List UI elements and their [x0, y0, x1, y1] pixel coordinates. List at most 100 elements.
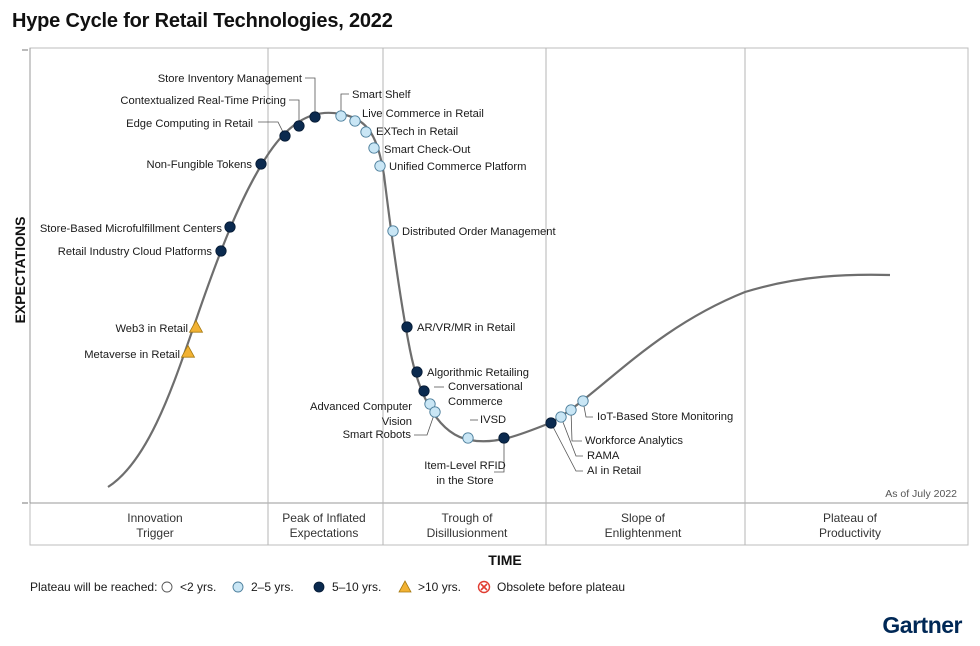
leader-line	[340, 93, 349, 116]
technology-label: Vision	[382, 416, 412, 428]
light-circle-marker	[424, 398, 436, 410]
technology-point: Web3 in Retail	[115, 319, 204, 335]
technology-point: Algorithmic Retailing	[411, 366, 529, 379]
technology-point: Edge Computing in Retail	[126, 118, 291, 142]
dark-circle-marker	[401, 321, 413, 333]
technology-point: Smart Check-Out	[368, 142, 471, 156]
dark-circle-marker	[545, 417, 557, 429]
technology-point: AI in Retail	[545, 417, 641, 477]
light-circle-marker	[360, 126, 372, 138]
legend-light-circle-icon	[232, 581, 244, 593]
legend-label: <2 yrs.	[180, 580, 216, 594]
hype-cycle-curve	[107, 111, 891, 488]
dark-circle-marker	[293, 120, 305, 132]
technology-point: Item-Level RFID in the Store	[424, 432, 510, 487]
phase-label: Plateau of	[823, 511, 878, 525]
technology-point: Advanced Computer Vision	[310, 398, 436, 428]
dark-circle-marker	[498, 432, 510, 444]
technology-point: EXTech in Retail	[360, 126, 458, 138]
light-circle-marker	[349, 115, 361, 127]
technology-label: Algorithmic Retailing	[427, 367, 529, 379]
technology-label: AI in Retail	[587, 465, 641, 477]
dark-circle-marker	[309, 111, 321, 123]
technology-point: IoT-Based Store Monitoring	[577, 395, 733, 423]
technology-label: Commerce	[448, 396, 503, 408]
phase-label: Innovation	[127, 511, 182, 525]
leader-line	[305, 77, 316, 117]
leader-line	[550, 422, 583, 472]
legend-empty-circle-icon	[161, 581, 173, 593]
technology-label: Unified Commerce Platform	[389, 161, 526, 173]
dark-circle-marker	[279, 130, 291, 142]
legend-label: Obsolete before plateau	[497, 580, 625, 594]
leader-line	[494, 438, 505, 473]
technology-point: Retail Industry Cloud Platforms	[58, 245, 227, 258]
technology-point: Unified Commerce Platform	[374, 160, 526, 173]
dark-circle-marker	[255, 158, 267, 170]
as-of-note: As of July 2022	[885, 488, 957, 500]
technology-label: EXTech in Retail	[376, 126, 458, 138]
legend-title: Plateau will be reached:	[30, 580, 157, 594]
light-circle-marker	[565, 404, 577, 416]
technology-point: Non-Fungible Tokens	[146, 158, 267, 171]
technology-point: IVSD	[462, 414, 506, 444]
technology-label: Live Commerce in Retail	[362, 108, 484, 120]
phase-label: Peak of Inflated	[282, 511, 365, 525]
technology-label: IoT-Based Store Monitoring	[597, 411, 733, 423]
technology-point: Smart Shelf	[335, 89, 411, 122]
light-circle-marker	[429, 406, 441, 418]
technology-label: Workforce Analytics	[585, 435, 683, 447]
technology-label: Store Inventory Management	[158, 73, 303, 85]
leader-line	[414, 411, 436, 436]
technology-point: Contextualized Real-Time Pricing	[120, 95, 305, 132]
phase-label: Disillusionment	[427, 526, 508, 540]
phase-label: Enlightenment	[605, 526, 682, 540]
light-circle-marker	[555, 411, 567, 423]
legend-triangle-icon	[398, 580, 412, 593]
phase-label: Productivity	[819, 526, 881, 540]
technology-label: Smart Robots	[343, 429, 412, 441]
chart-title: Hype Cycle for Retail Technologies, 2022	[12, 10, 393, 32]
technology-point: AR/VR/MR in Retail	[401, 321, 515, 334]
technology-point: Live Commerce in Retail	[349, 108, 484, 127]
legend-dark-circle-icon	[313, 581, 325, 593]
light-circle-marker	[577, 395, 589, 407]
technology-label: AR/VR/MR in Retail	[417, 322, 515, 334]
light-circle-marker	[368, 142, 380, 154]
technology-label: Edge Computing in Retail	[126, 118, 253, 130]
technology-point: Conversational Commerce	[418, 381, 523, 408]
technology-label: Distributed Order Management	[402, 226, 556, 238]
leader-line	[570, 409, 582, 442]
gartner-logo: Gartner	[882, 612, 962, 638]
technology-point: Store-Based Microfulfillment Centers	[40, 221, 236, 235]
legend: Plateau will be reached: <2 yrs. 2–5 yrs. 5…	[30, 580, 625, 594]
technology-label: Conversational	[448, 381, 523, 393]
technology-label: Smart Shelf	[352, 89, 411, 101]
legend-obsolete-icon	[480, 583, 488, 591]
technology-point: Metaverse in Retail	[84, 344, 196, 361]
x-axis-title: TIME	[488, 552, 521, 568]
y-axis-title: EXPECTATIONS	[12, 217, 28, 324]
technology-point: Workforce Analytics	[565, 404, 683, 447]
technology-point: RAMA	[555, 411, 620, 462]
light-circle-marker	[374, 160, 386, 172]
technology-label: Contextualized Real-Time Pricing	[120, 95, 286, 107]
technology-label: Retail Industry Cloud Platforms	[58, 246, 213, 258]
dark-circle-marker	[215, 245, 227, 257]
triangle-marker	[180, 344, 196, 358]
technology-label: Advanced Computer	[310, 401, 412, 413]
technology-label: Smart Check-Out	[384, 144, 471, 156]
technology-point: Distributed Order Management	[387, 225, 556, 238]
technology-label: Item-Level RFID	[424, 460, 505, 472]
light-circle-marker	[387, 225, 399, 237]
dark-circle-marker	[418, 385, 430, 397]
legend-label: 5–10 yrs.	[332, 580, 381, 594]
leader-line	[289, 99, 300, 126]
technology-point: Smart Robots	[343, 406, 441, 441]
light-circle-marker	[335, 110, 347, 122]
triangle-marker	[188, 319, 204, 333]
technology-label: RAMA	[587, 450, 620, 462]
dark-circle-marker	[411, 366, 423, 378]
leader-line	[560, 416, 583, 457]
phase-label: Slope of	[621, 511, 666, 525]
